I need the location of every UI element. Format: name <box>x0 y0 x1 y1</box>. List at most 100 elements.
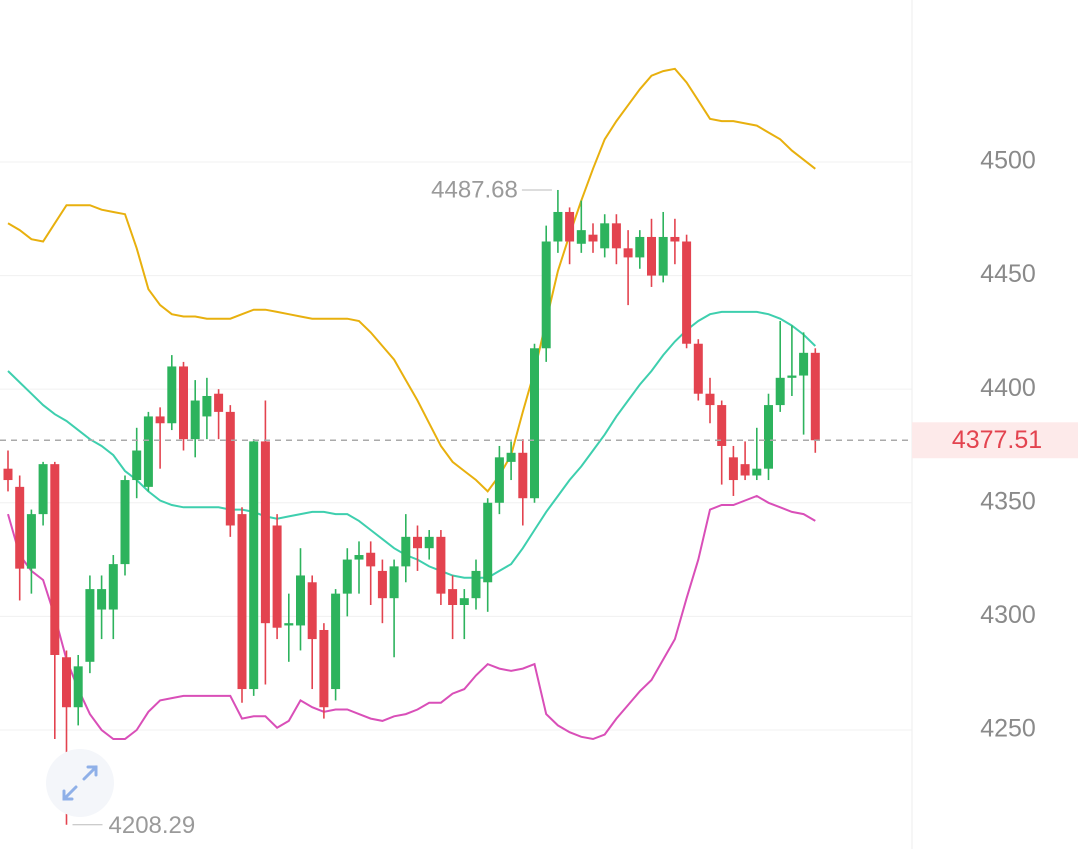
candle <box>787 325 797 396</box>
candle <box>728 445 738 496</box>
candle <box>38 461 48 526</box>
candle-body <box>97 589 107 610</box>
candle-body <box>693 343 703 394</box>
candle <box>331 589 341 701</box>
candle-body <box>296 575 305 626</box>
candle <box>810 348 820 453</box>
last-price-bg <box>912 422 1078 459</box>
candle <box>272 514 282 640</box>
candle <box>658 211 668 283</box>
candle-body <box>319 629 329 708</box>
y-tick-label: 4450 <box>980 260 1036 288</box>
candle <box>354 541 364 594</box>
y-tick-label: 4250 <box>980 715 1036 743</box>
candle <box>576 200 586 253</box>
candle-body <box>284 623 294 626</box>
expand-button-bg[interactable] <box>46 749 114 817</box>
candle-body <box>448 589 458 606</box>
candle-body <box>483 502 493 583</box>
candle <box>705 377 715 424</box>
candle <box>600 214 610 258</box>
candle-body <box>307 582 317 640</box>
candle-body <box>143 416 153 487</box>
expand-button[interactable] <box>46 749 114 817</box>
candle <box>377 559 387 624</box>
candle-body <box>155 416 165 424</box>
candle-body <box>132 450 142 481</box>
candle <box>483 498 493 612</box>
bollinger-bands <box>7 67 816 741</box>
candle <box>693 339 703 401</box>
candle-body <box>799 352 809 376</box>
candle-body <box>190 400 200 440</box>
candle <box>436 530 446 606</box>
candle-body <box>775 377 785 406</box>
candle <box>506 441 516 481</box>
candle-body <box>202 395 212 417</box>
candle-body <box>179 366 188 440</box>
candle <box>296 548 305 651</box>
candle <box>3 450 13 492</box>
candle-body <box>728 457 738 481</box>
candle-body <box>740 464 750 476</box>
candle-body <box>389 566 399 599</box>
candle <box>342 548 352 617</box>
band-line <box>7 310 816 579</box>
candle-body <box>611 223 621 249</box>
candle <box>448 575 458 640</box>
candle <box>108 555 118 640</box>
candle <box>413 525 422 571</box>
candle-body <box>342 559 352 594</box>
candle <box>319 623 329 719</box>
y-tick-label: 4350 <box>980 487 1036 515</box>
candle-body <box>752 468 762 476</box>
candle-body <box>494 457 504 503</box>
candle <box>530 343 539 503</box>
candle <box>401 514 411 583</box>
candle-body <box>810 352 820 441</box>
candle <box>97 575 107 640</box>
candle-body <box>530 348 539 499</box>
candle-body <box>764 405 773 469</box>
candle-body <box>85 589 95 662</box>
candle <box>752 427 762 481</box>
band-line <box>7 67 816 493</box>
candle-body <box>62 657 71 708</box>
candle-body <box>249 441 259 690</box>
candle-body <box>436 536 446 594</box>
candle <box>611 214 621 265</box>
candle <box>717 400 727 485</box>
candle-body <box>623 248 633 258</box>
candle-body <box>401 536 411 567</box>
candle-body <box>272 525 282 628</box>
candle-body <box>73 666 83 708</box>
candle-body <box>471 570 481 599</box>
candle <box>307 575 317 690</box>
candle <box>50 461 60 740</box>
candle <box>26 509 36 594</box>
candle <box>190 380 200 458</box>
candle <box>541 225 551 362</box>
candle <box>799 332 809 435</box>
candle-body <box>214 393 224 412</box>
candle <box>518 439 528 526</box>
candle <box>494 445 504 515</box>
candle-body <box>50 464 60 655</box>
candle-body <box>108 564 118 610</box>
candle-body <box>3 468 13 481</box>
candle-body <box>38 464 48 515</box>
candle-body <box>377 570 387 599</box>
candle <box>565 207 575 265</box>
candle-body <box>15 486 25 569</box>
candle <box>249 439 259 696</box>
candle <box>155 407 165 469</box>
candle-body <box>424 536 434 549</box>
candle <box>202 377 212 440</box>
candle <box>237 507 247 703</box>
expand-icon[interactable] <box>62 765 98 801</box>
candle <box>132 427 142 499</box>
candle-body <box>120 480 130 565</box>
candle-body <box>26 514 36 569</box>
candle <box>471 559 481 610</box>
candle-body <box>565 211 575 242</box>
